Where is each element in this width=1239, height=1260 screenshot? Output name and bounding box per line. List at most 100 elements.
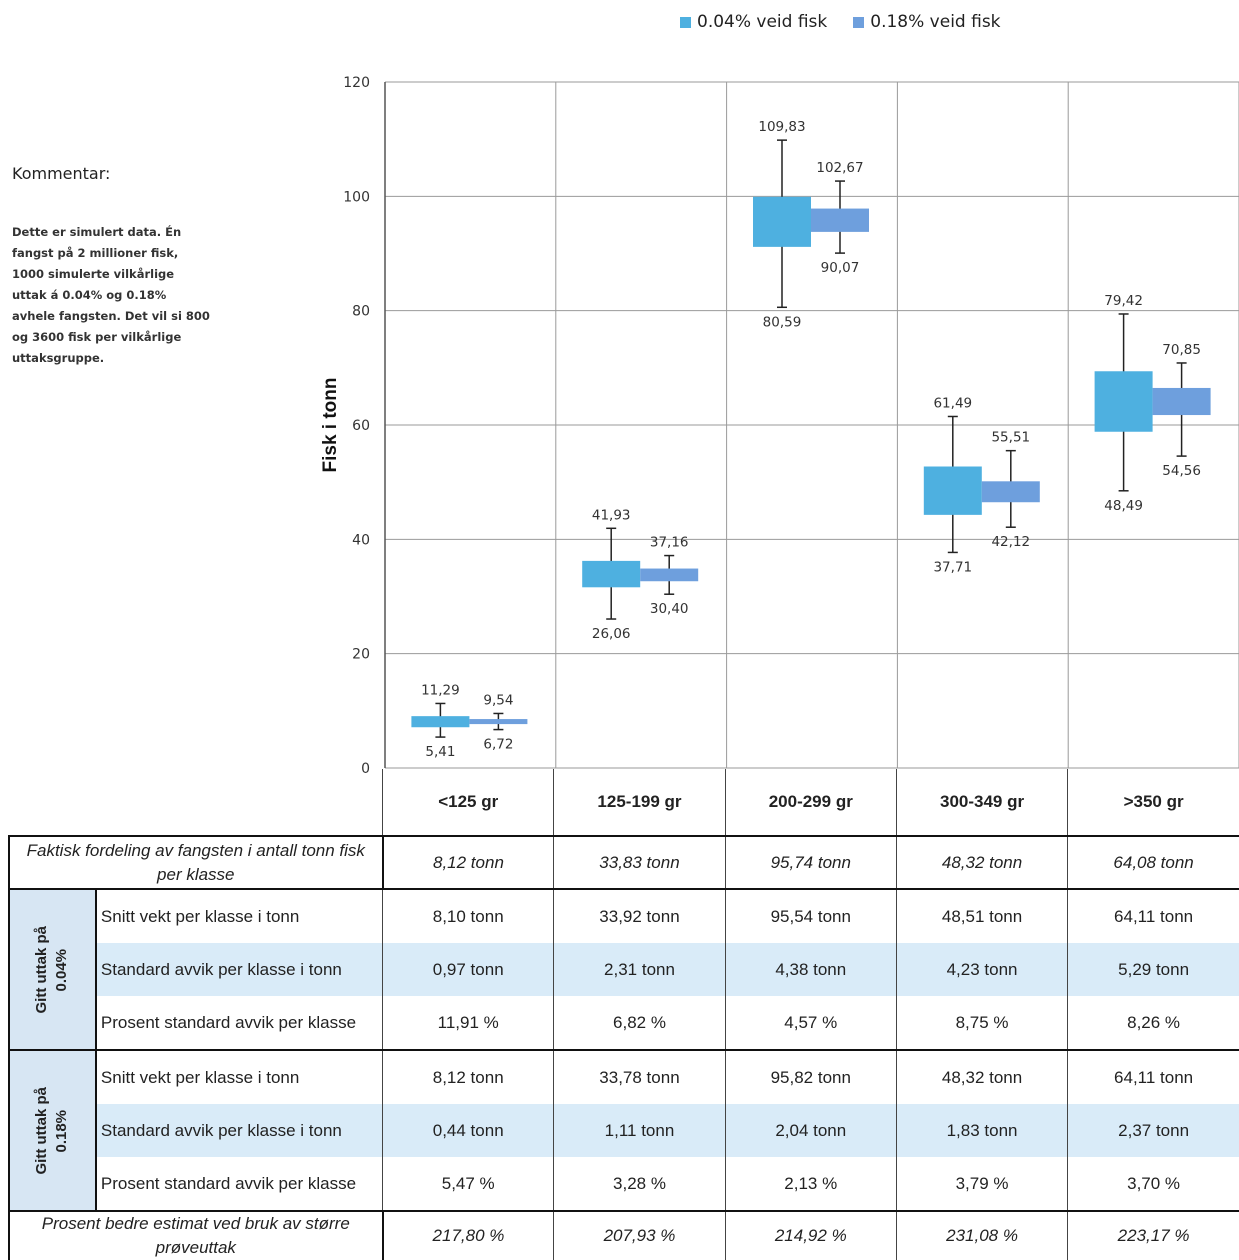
comment-text: Dette er simulert data. Én fangst på 2 m… (12, 225, 210, 365)
table-cell: 2,04 tonn (724, 1104, 897, 1157)
table-cell: 11,91 % (382, 996, 554, 1051)
table-cell: 6,82 % (553, 996, 726, 1051)
comment-title: Kommentar: (12, 164, 111, 183)
box (811, 208, 869, 232)
legend-label-004: 0.04% veid fisk (697, 12, 828, 32)
table-row-g2-snitt: Gitt uttak på 0.18% Snitt vekt per klasse… (8, 1049, 1239, 1212)
group-label-018-line1: Gitt uttak på (33, 1086, 51, 1175)
group-label-018: Gitt uttak på 0.18% (8, 1049, 97, 1212)
legend-item-004: 0.04% veid fisk (680, 12, 827, 32)
header-cat-5: >350 gr (1067, 769, 1239, 837)
table-cell: 48,51 tonn (895, 889, 1068, 943)
table-cell: 1,11 tonn (553, 1104, 726, 1157)
y-tick-label: 20 (352, 647, 370, 663)
max-label: 41,93 (592, 507, 631, 523)
y-axis-label: Fisk i tonn (320, 378, 341, 473)
table-cell: 8,12 tonn (382, 836, 554, 890)
group-label-004-line1: Gitt uttak på (33, 925, 51, 1014)
min-label: 26,06 (592, 626, 631, 642)
table-row-bedre: Prosent bedre estimat ved bruk av større… (8, 1210, 1239, 1260)
box (923, 466, 982, 515)
table-cell: 8,75 % (895, 996, 1068, 1051)
max-label: 70,85 (1162, 342, 1201, 358)
group-label-018-line2: 0.18% (53, 1109, 71, 1152)
min-label: 37,71 (933, 559, 972, 575)
legend-swatch-018 (853, 16, 865, 28)
table-row-faktisk: Faktisk fordeling av fangsten i antall t… (8, 835, 1239, 890)
row-label: Prosent standard avvik per klasse (95, 1157, 383, 1212)
table-row-g2-std: Standard avvik per klasse i tonn 0,44 to… (9, 1104, 1239, 1157)
max-label: 102,67 (816, 160, 863, 176)
table-cell: 223,17 % (1067, 1211, 1239, 1260)
row-label: Prosent standard avvik per klasse (95, 996, 383, 1051)
row-label: Standard avvik per klasse i tonn (95, 1104, 383, 1157)
table-cell: 8,26 % (1067, 996, 1239, 1051)
header-cat-4: 300-349 gr (895, 769, 1068, 837)
table-cell: 95,54 tonn (724, 889, 897, 943)
table-cell: 3,70 % (1067, 1157, 1239, 1212)
table-row-g1-std: Standard avvik per klasse i tonn 0,97 to… (9, 943, 1239, 996)
min-label: 6,72 (483, 737, 513, 753)
max-label: 79,42 (1104, 293, 1143, 309)
min-label: 30,40 (650, 601, 689, 617)
table-row-g1-pct: Prosent standard avvik per klasse 11,91 … (9, 996, 1239, 1051)
header-cat-1: <125 gr (382, 769, 554, 837)
table-cell: 4,23 tonn (895, 943, 1068, 996)
max-label: 9,54 (483, 692, 513, 708)
max-label: 55,51 (991, 430, 1030, 446)
faktisk-label: Faktisk fordeling av fangsten i antall t… (8, 835, 384, 890)
table-cell: 48,32 tonn (895, 1050, 1068, 1104)
table-cell: 4,57 % (724, 996, 897, 1051)
legend-label-018: 0.18% veid fisk (870, 12, 1001, 32)
legend-item-018: 0.18% veid fisk (853, 12, 1001, 32)
table-cell: 3,28 % (553, 1157, 726, 1212)
min-label: 42,12 (991, 534, 1030, 550)
table-cell: 64,08 tonn (1067, 836, 1239, 890)
table-cell: 214,92 % (724, 1211, 897, 1260)
header-cat-2: 125-199 gr (553, 769, 726, 837)
table-cell: 1,83 tonn (895, 1104, 1068, 1157)
table-cell: 207,93 % (553, 1211, 726, 1260)
table-cell: 2,37 tonn (1067, 1104, 1239, 1157)
table-cell: 5,47 % (382, 1157, 554, 1212)
group-label-004: Gitt uttak på 0.04% (8, 888, 97, 1051)
table-cell: 33,92 tonn (553, 889, 726, 943)
box (411, 716, 470, 728)
box (469, 719, 528, 725)
table-cell: 231,08 % (895, 1211, 1068, 1260)
table-cell: 8,10 tonn (382, 889, 554, 943)
table-cell: 95,82 tonn (724, 1050, 897, 1104)
row-label: Standard avvik per klasse i tonn (95, 943, 383, 996)
box (1152, 387, 1211, 416)
y-tick-label: 100 (343, 189, 370, 205)
min-label: 48,49 (1104, 498, 1143, 514)
table-cell: 4,38 tonn (724, 943, 897, 996)
table-header-row: <125 gr 125-199 gr 200-299 gr 300-349 gr… (9, 769, 1239, 837)
table-cell: 33,83 tonn (553, 836, 726, 890)
group-label-004-line2: 0.04% (53, 948, 71, 991)
max-label: 37,16 (650, 535, 689, 551)
min-label: 54,56 (1162, 463, 1201, 479)
legend-swatch-004 (680, 16, 691, 28)
table-cell: 95,74 tonn (724, 836, 897, 890)
table-cell: 2,31 tonn (553, 943, 726, 996)
min-label: 5,41 (425, 744, 455, 760)
y-tick-label: 40 (352, 532, 370, 548)
min-label: 80,59 (763, 314, 802, 330)
y-tick-label: 120 (343, 75, 370, 91)
box (753, 196, 811, 247)
box (582, 560, 641, 588)
table-row-g1-snitt: Gitt uttak på 0.04% Snitt vekt per klasse… (8, 888, 1239, 1051)
legend: 0.04% veid fisk 0.18% veid fisk (680, 12, 1001, 32)
max-label: 61,49 (933, 395, 972, 411)
y-tick-label: 60 (352, 418, 370, 434)
box (981, 481, 1040, 503)
row-label: Snitt vekt per klasse i tonn (100, 906, 300, 926)
box (640, 568, 699, 582)
statistics-table: <125 gr 125-199 gr 200-299 gr 300-349 gr… (8, 769, 1239, 1260)
table-cell: 64,11 tonn (1067, 889, 1239, 943)
table-cell: 5,29 tonn (1067, 943, 1239, 996)
table-cell: 64,11 tonn (1067, 1050, 1239, 1104)
bedre-label: Prosent bedre estimat ved bruk av større… (8, 1210, 384, 1260)
table-cell: 3,79 % (895, 1157, 1068, 1212)
